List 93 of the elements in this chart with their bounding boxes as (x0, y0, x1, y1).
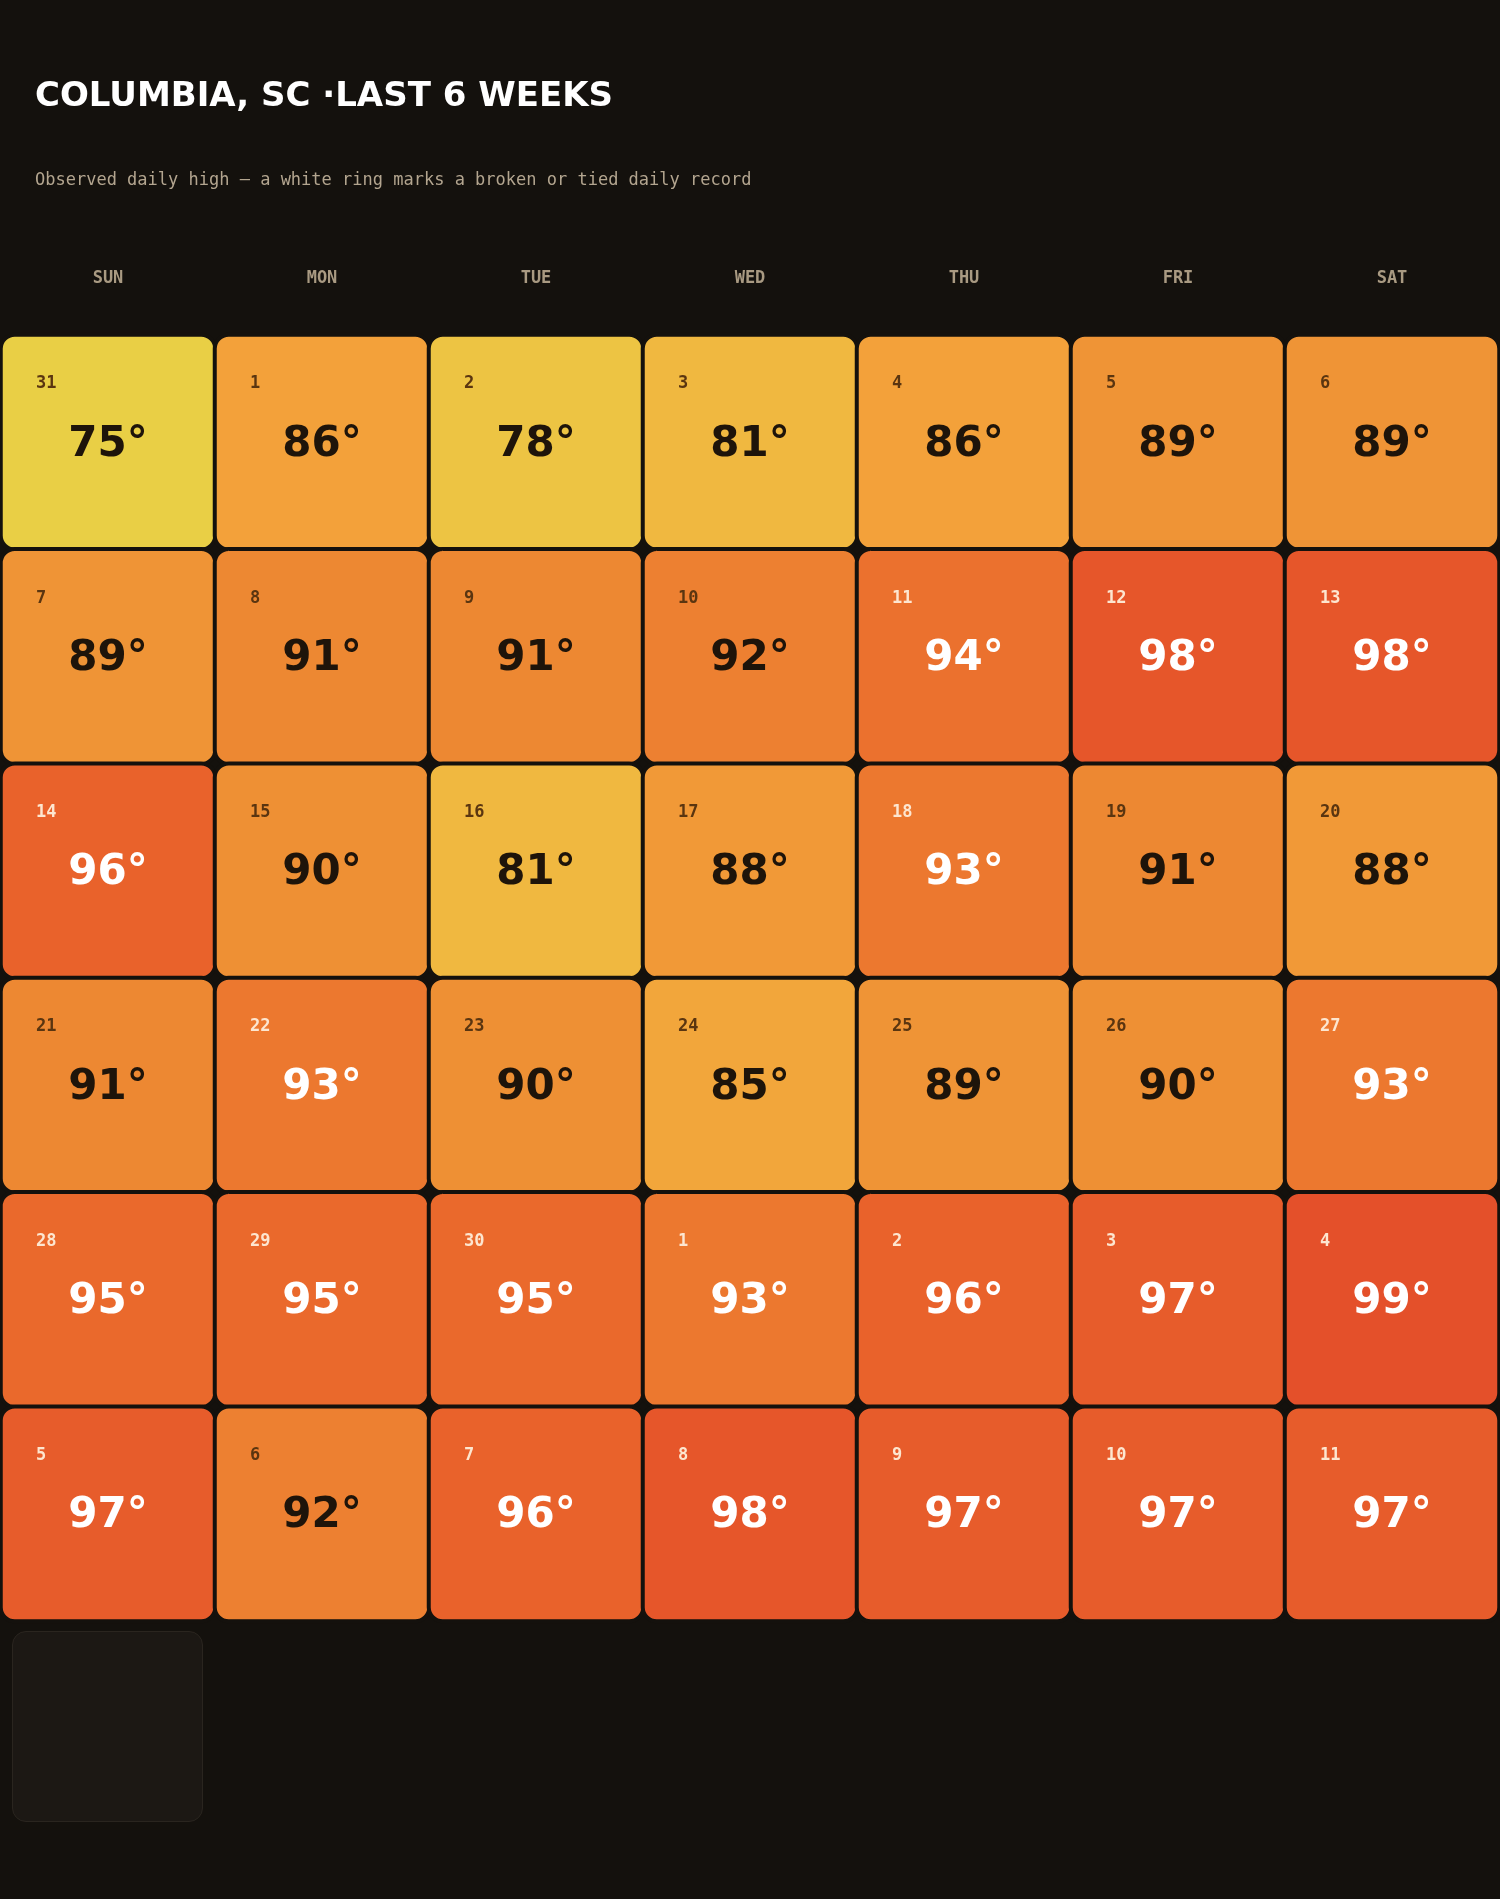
data-label: 98° (710, 1488, 790, 1538)
annotation: 19 (1106, 800, 1127, 821)
data-label: 92° (710, 631, 790, 680)
data-label: 81° (496, 845, 576, 895)
data-label: 94° (924, 631, 1004, 680)
data-label: 96° (68, 845, 148, 895)
annotation: 2 (892, 1229, 903, 1250)
data-label: 89° (1138, 416, 1218, 466)
annotation: 4 (1320, 1229, 1331, 1250)
x-tick-label: THU (948, 266, 980, 287)
annotation: 27 (1320, 1015, 1341, 1036)
annotation: 26 (1106, 1015, 1127, 1036)
annotation: 28 (36, 1229, 57, 1250)
annotation: 23 (464, 1015, 485, 1036)
data-label: 93° (1352, 1059, 1432, 1109)
data-label: 98° (1138, 631, 1218, 680)
data-label: 89° (924, 1059, 1004, 1109)
annotation: 1 (678, 1229, 689, 1250)
data-label: 96° (924, 1274, 1004, 1323)
data-label: 86° (282, 416, 362, 466)
annotation: 11 (1320, 1443, 1341, 1464)
annotation: 9 (892, 1443, 903, 1464)
data-label: 97° (1352, 1488, 1432, 1538)
data-label: 88° (710, 845, 790, 895)
data-label: 97° (1138, 1274, 1218, 1323)
data-label: 89° (68, 631, 148, 680)
annotation: 29 (250, 1229, 271, 1250)
data-label: 97° (68, 1488, 148, 1538)
data-label: 91° (282, 631, 362, 680)
annotation: 25 (892, 1015, 913, 1036)
data-label: 95° (68, 1274, 148, 1323)
data-label: 93° (924, 845, 1004, 895)
annotation: 10 (678, 586, 699, 607)
data-label: 95° (496, 1274, 576, 1323)
data-label: 97° (1138, 1488, 1218, 1538)
x-tick-label: SUN (92, 266, 124, 287)
data-label: 93° (710, 1274, 790, 1323)
annotation: 8 (250, 586, 261, 607)
annotation: 13 (1320, 586, 1341, 607)
annotation: 22 (250, 1015, 271, 1036)
annotation: 3 (678, 372, 689, 393)
data-label: 81° (710, 416, 790, 466)
annotation: 7 (464, 1443, 475, 1464)
data-label: 90° (1138, 1059, 1218, 1109)
data-label: 98° (1352, 631, 1432, 680)
x-tick-label: MON (306, 266, 338, 287)
annotation: 10 (1106, 1443, 1127, 1464)
x-tick-label: SAT (1376, 266, 1408, 287)
x-tick-label: TUE (520, 266, 552, 287)
data-label: 88° (1352, 845, 1432, 895)
data-label: 89° (1352, 416, 1432, 466)
annotation: 16 (464, 800, 485, 821)
annotation: 31 (36, 372, 57, 393)
annotation: 14 (36, 800, 57, 821)
data-label: 91° (496, 631, 576, 680)
data-label: 86° (924, 416, 1004, 466)
annotation: 5 (1106, 372, 1117, 393)
data-label: 75° (68, 416, 148, 466)
annotation: 6 (250, 1443, 261, 1464)
data-label: 78° (496, 416, 576, 466)
data-label: 91° (68, 1059, 148, 1109)
data-label: 90° (282, 845, 362, 895)
annotation: 11 (892, 586, 913, 607)
annotation: 6 (1320, 372, 1331, 393)
data-label: 92° (282, 1488, 362, 1538)
annotation: 4 (892, 372, 903, 393)
annotation: 17 (678, 800, 699, 821)
annotation: 1 (250, 372, 261, 393)
annotation: 7 (36, 586, 47, 607)
annotation: 21 (36, 1015, 57, 1036)
annotation: 15 (250, 800, 271, 821)
annotation: 9 (464, 586, 475, 607)
annotation: 24 (678, 1015, 699, 1036)
x-tick-label: FRI (1162, 266, 1194, 287)
chart-title: COLUMBIA, SC ·LAST 6 WEEKS (35, 74, 613, 114)
chart-subtitle: Observed daily high — a white ring marks a broken or tied daily record (35, 168, 752, 189)
data-label: 90° (496, 1059, 576, 1109)
annotation: 3 (1106, 1229, 1117, 1250)
annotation: 2 (464, 372, 475, 393)
data-label: 93° (282, 1059, 362, 1109)
data-label: 99° (1352, 1274, 1432, 1323)
annotation: 12 (1106, 586, 1127, 607)
data-label: 96° (496, 1488, 576, 1538)
data-label: 85° (710, 1059, 790, 1109)
data-label: 95° (282, 1274, 362, 1323)
x-tick-label: WED (734, 266, 766, 287)
annotation: 20 (1320, 800, 1341, 821)
annotation: 30 (464, 1229, 485, 1250)
annotation: 8 (678, 1443, 689, 1464)
annotation: 5 (36, 1443, 47, 1464)
data-label: 97° (924, 1488, 1004, 1538)
data-label: 91° (1138, 845, 1218, 895)
annotation: 18 (892, 800, 913, 821)
